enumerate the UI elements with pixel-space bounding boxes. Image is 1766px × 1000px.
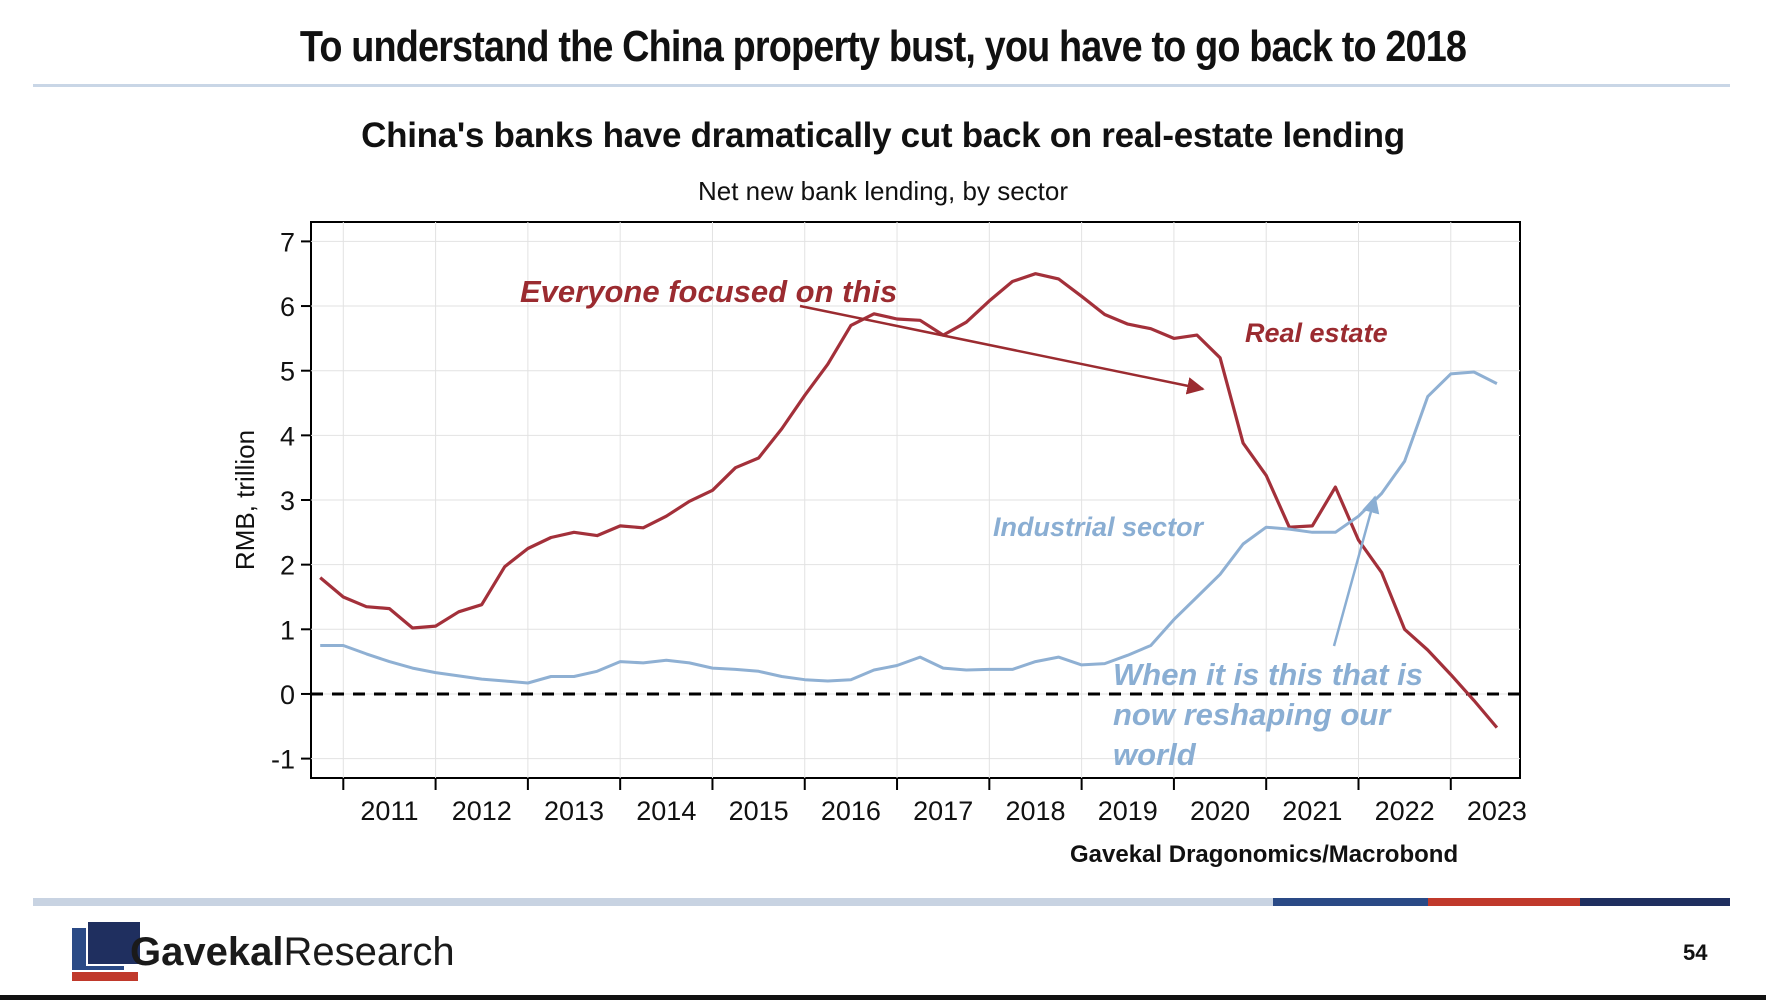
x-tick-label: 2014 — [636, 796, 696, 826]
series-label-real-estate: Real estate — [1245, 318, 1388, 348]
x-tick-label: 2019 — [1098, 796, 1158, 826]
footer-rule-red — [1428, 898, 1580, 906]
x-tick-label: 2020 — [1190, 796, 1250, 826]
footer-rule-blue — [1273, 898, 1428, 906]
x-tick-label: 2022 — [1375, 796, 1435, 826]
annotation-reshaping-line: world — [1113, 737, 1197, 772]
y-tick-label: 4 — [280, 421, 295, 451]
y-tick-label: 5 — [280, 357, 295, 387]
x-tick-label: 2012 — [452, 796, 512, 826]
x-tick-label: 2013 — [544, 796, 604, 826]
x-tick-label: 2018 — [1005, 796, 1065, 826]
y-tick-label: 6 — [280, 292, 295, 322]
y-tick-label: 1 — [280, 615, 295, 645]
logo-square-front — [86, 920, 142, 966]
brand-name-bold: Gavekal — [130, 930, 284, 974]
annotation-arrow-red — [799, 304, 1205, 395]
y-tick-label: 0 — [280, 680, 295, 710]
footer-rule-navy — [1580, 898, 1730, 906]
title-divider — [33, 84, 1730, 87]
x-tick-label: 2016 — [821, 796, 881, 826]
annotation-arrow-blue — [1332, 495, 1380, 647]
x-tick-label: 2011 — [360, 796, 418, 826]
x-tick-label: 2017 — [913, 796, 973, 826]
y-axis-label: RMB, trillion — [230, 430, 260, 570]
annotation-reshaping-line: When it is this that is — [1113, 657, 1423, 692]
x-tick-label: 2015 — [729, 796, 789, 826]
footer-rule — [33, 898, 1273, 906]
bottom-edge — [0, 995, 1766, 1000]
page-number: 54 — [1683, 940, 1708, 965]
logo-red-bar — [72, 972, 138, 981]
y-tick-label: 3 — [280, 486, 295, 516]
brand-name-regular: Research — [283, 930, 455, 974]
x-tick-label: 2021 — [1282, 796, 1342, 826]
y-tick-label: -1 — [271, 745, 295, 775]
series-line-real-estate — [319, 272, 1499, 729]
y-tick-label: 7 — [280, 227, 295, 257]
series-label-industrial: Industrial sector — [993, 512, 1205, 542]
series-line-industrial — [320, 370, 1498, 685]
annotation-reshaping-line: now reshaping our — [1113, 697, 1392, 732]
chart-title: China's banks have dramatically cut back… — [361, 116, 1405, 155]
source-label: Gavekal Dragonomics/Macrobond — [1070, 841, 1459, 868]
x-tick-label: 2023 — [1467, 796, 1527, 826]
chart-subtitle: Net new bank lending, by sector — [698, 176, 1068, 206]
slide-title: To understand the China property bust, y… — [299, 22, 1467, 71]
y-tick-label: 2 — [280, 551, 295, 581]
gavekal-logo-icon — [72, 920, 142, 982]
brand-name: GavekalResearch — [130, 930, 455, 975]
annotation-everyone-focused: Everyone focused on this — [520, 274, 897, 309]
